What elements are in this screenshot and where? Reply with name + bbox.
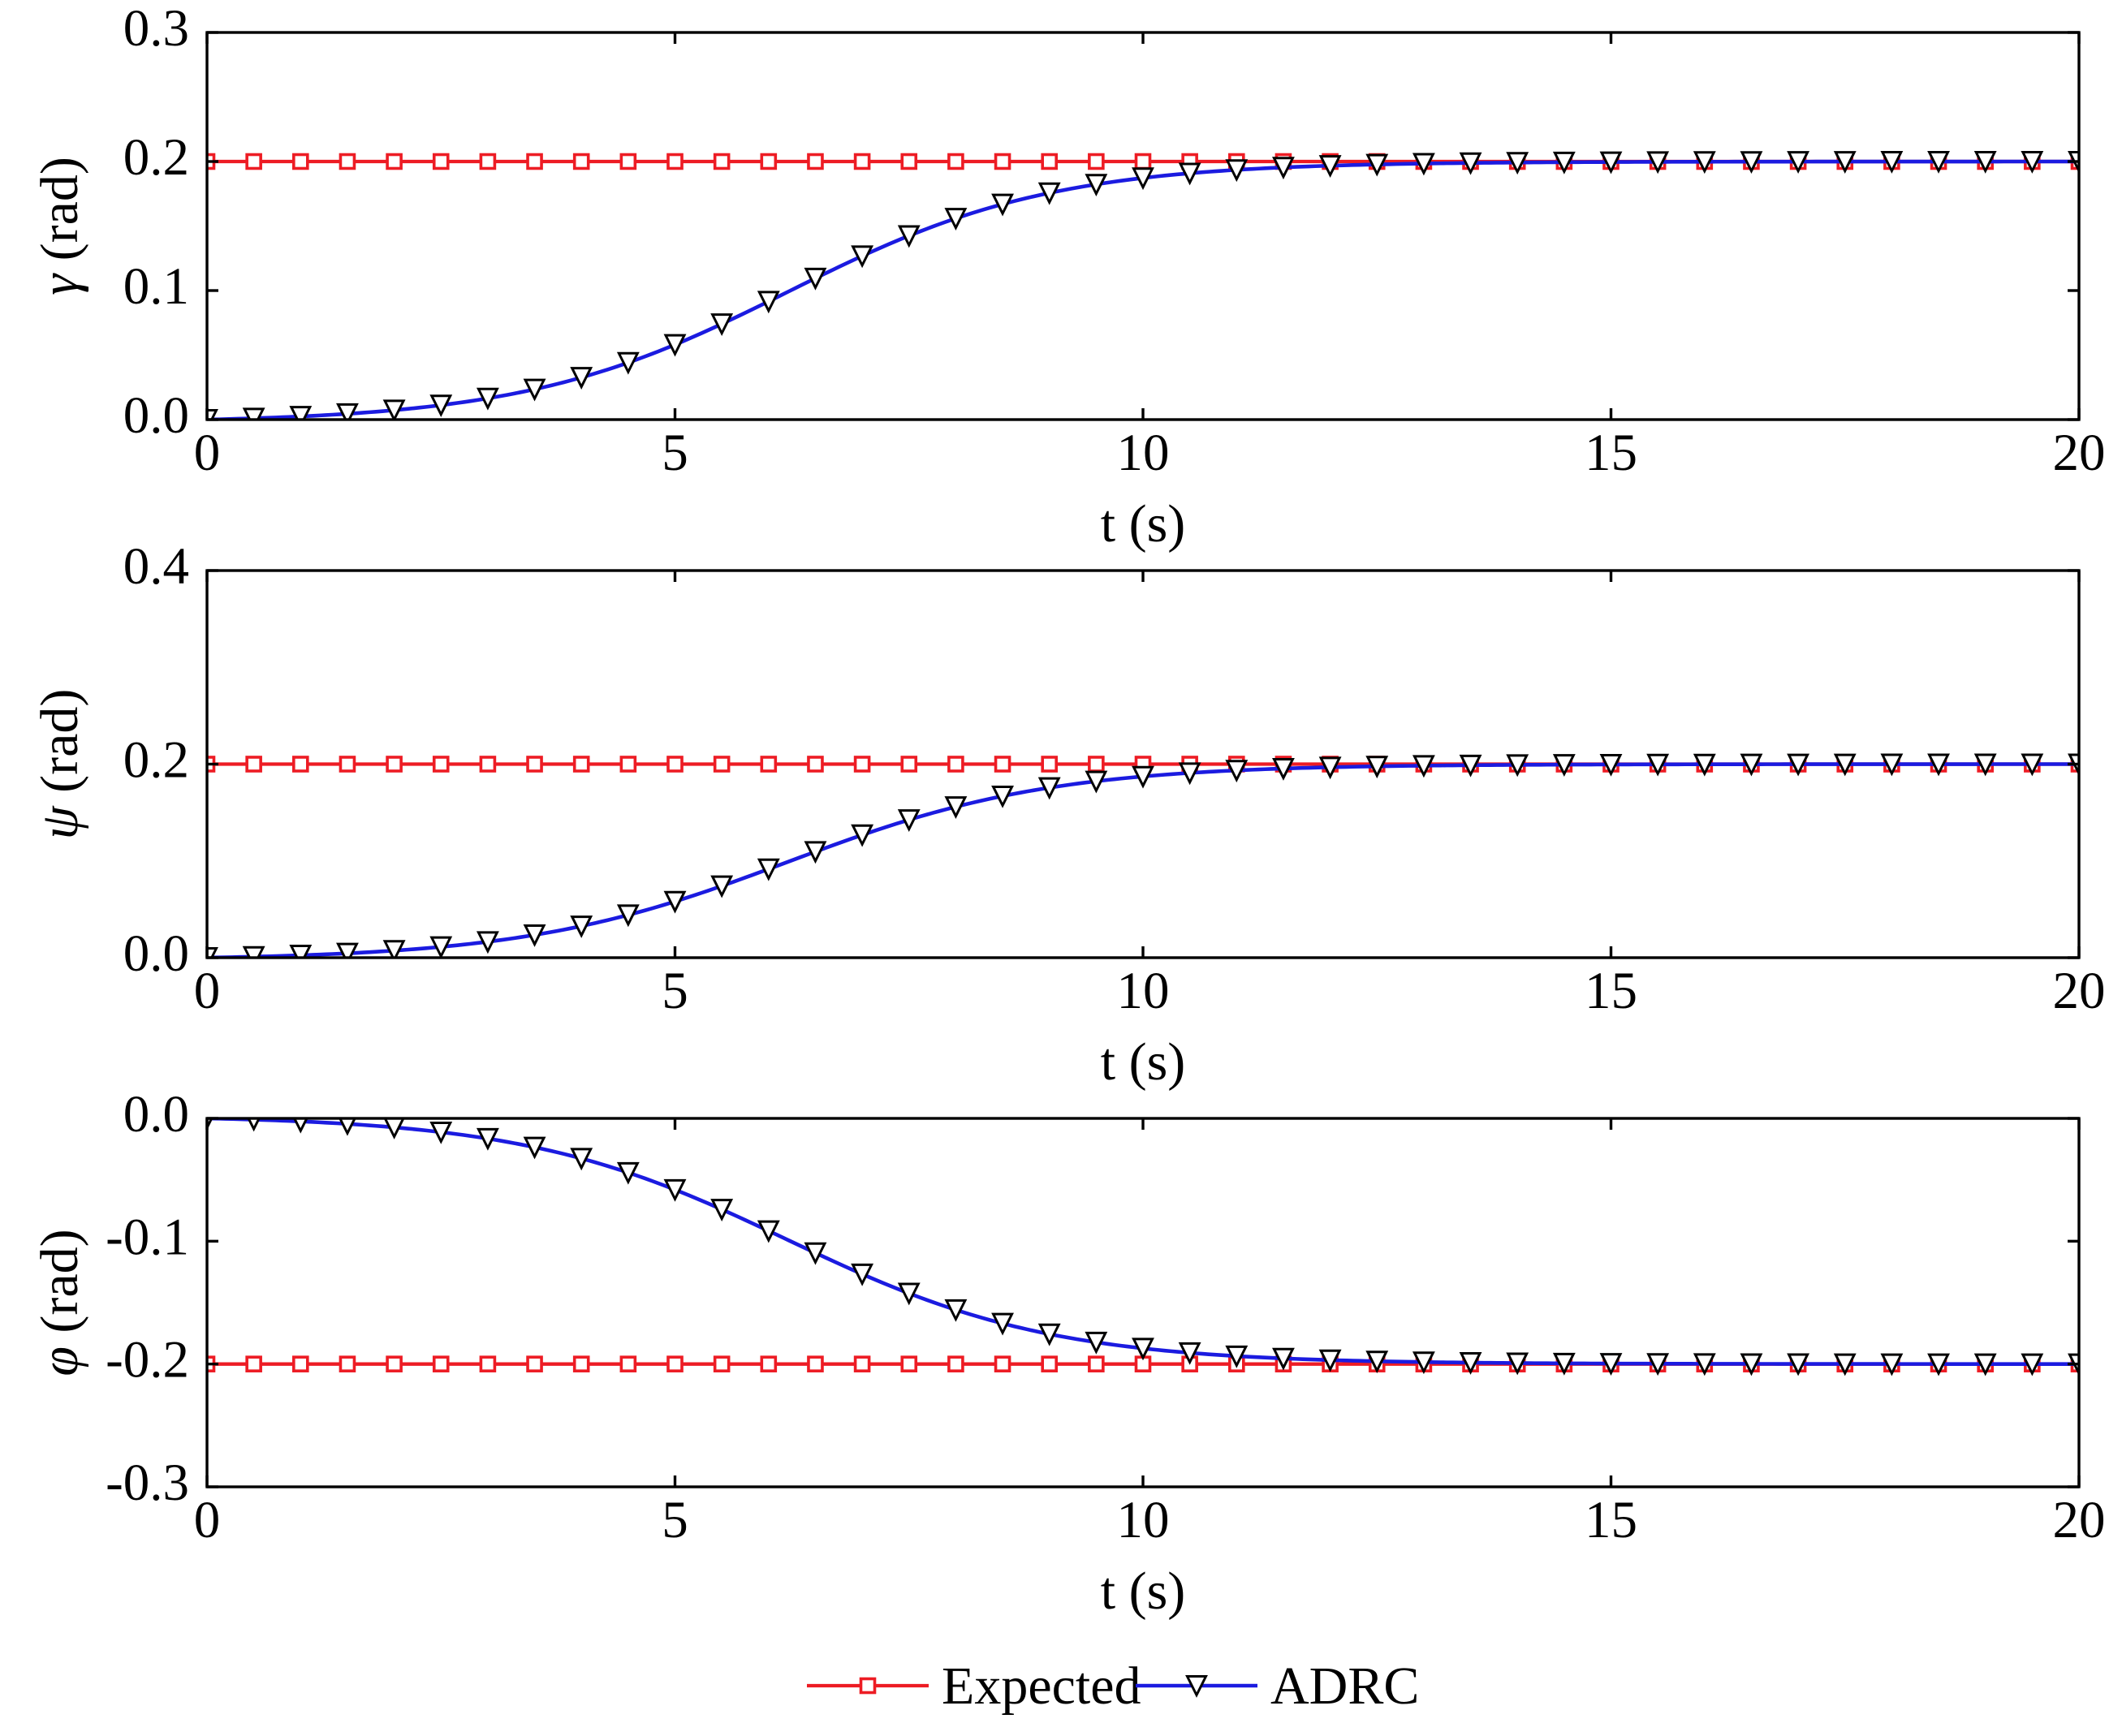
svg-text:ψ (rad): ψ (rad) [30,689,89,840]
svg-text:t (s): t (s) [1101,494,1185,554]
svg-text:Expected: Expected [942,1656,1141,1716]
svg-text:0.0: 0.0 [123,386,189,445]
svg-text:20: 20 [2053,1491,2106,1549]
svg-text:10: 10 [1117,962,1170,1020]
svg-text:-0.3: -0.3 [106,1454,189,1512]
svg-text:10: 10 [1117,1491,1170,1549]
svg-text:15: 15 [1585,424,1637,482]
svg-text:-0.2: -0.2 [106,1331,189,1389]
svg-text:15: 15 [1585,1491,1637,1549]
svg-text:0.1: 0.1 [123,257,189,316]
svg-text:t (s): t (s) [1101,1562,1185,1621]
svg-text:20: 20 [2053,424,2106,482]
svg-text:10: 10 [1117,424,1170,482]
svg-text:0: 0 [194,424,221,482]
svg-text:t (s): t (s) [1101,1032,1185,1092]
svg-text:0.0: 0.0 [123,924,189,983]
svg-text:ADRC: ADRC [1270,1656,1419,1716]
svg-text:20: 20 [2053,962,2106,1020]
svg-text:γ (rad): γ (rad) [30,157,89,295]
svg-text:-0.1: -0.1 [106,1208,189,1266]
svg-text:5: 5 [662,424,688,482]
svg-text:15: 15 [1585,962,1637,1020]
svg-text:φ (rad): φ (rad) [30,1229,89,1376]
svg-text:5: 5 [662,1491,688,1549]
svg-text:0: 0 [194,962,221,1020]
svg-text:0.2: 0.2 [123,731,189,790]
svg-text:0.3: 0.3 [123,0,189,58]
svg-text:5: 5 [662,962,688,1020]
svg-text:0.4: 0.4 [123,537,189,596]
svg-text:0.0: 0.0 [123,1085,189,1144]
svg-text:0.2: 0.2 [123,128,189,187]
svg-text:0: 0 [194,1491,221,1549]
